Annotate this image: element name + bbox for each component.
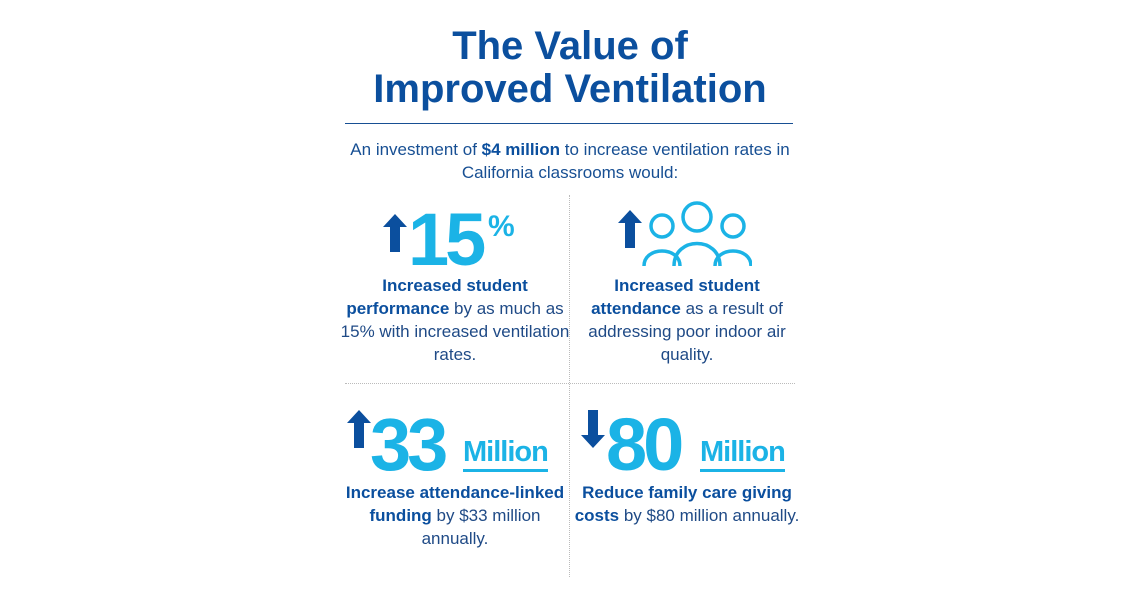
down-arrow bbox=[581, 410, 605, 448]
card-text: Reduce family care giving costs by $80 m… bbox=[572, 481, 802, 527]
divider bbox=[345, 383, 795, 384]
divider bbox=[345, 123, 793, 124]
card-rest: by $33 million annually. bbox=[421, 506, 541, 548]
title-line: The Value of bbox=[452, 24, 688, 68]
intro-text: to increase ventilation rates in Califor… bbox=[461, 140, 790, 182]
stat: 33 bbox=[370, 403, 448, 486]
up-arrow bbox=[383, 214, 407, 252]
stat: 15 bbox=[408, 198, 486, 281]
card-text: Increased student attendance as a result… bbox=[572, 274, 802, 366]
card-rest: by as much as 15% with increased ventila… bbox=[340, 299, 570, 364]
stat-unit: % bbox=[488, 210, 515, 243]
card-bold: Increased student performance bbox=[346, 276, 528, 318]
stat-unit: Million bbox=[700, 438, 786, 472]
up-arrow bbox=[347, 410, 371, 448]
card-rest: by $80 million annually. bbox=[619, 506, 800, 525]
title-line: Improved Ventilation bbox=[373, 67, 767, 111]
card-rest: as a result of addressing poor indoor ai… bbox=[588, 299, 786, 364]
card-text: Increased student performance by as much… bbox=[340, 274, 570, 366]
card-bold: Increase attendance-linked funding bbox=[345, 483, 565, 525]
attendance-icon bbox=[618, 201, 752, 267]
stat: 80 bbox=[606, 403, 684, 486]
card-bold: Increased student attendance bbox=[591, 276, 760, 318]
intro-amount: $4 million bbox=[481, 140, 561, 159]
card-bold: Reduce family care giving costs bbox=[574, 483, 792, 525]
intro-text: An investment of bbox=[350, 140, 482, 159]
intro: An investment of $4 million to increase … bbox=[340, 138, 800, 184]
stat-unit: Million bbox=[463, 438, 549, 472]
divider bbox=[569, 195, 570, 577]
card-text: Increase attendance-linked funding by $3… bbox=[340, 481, 570, 550]
